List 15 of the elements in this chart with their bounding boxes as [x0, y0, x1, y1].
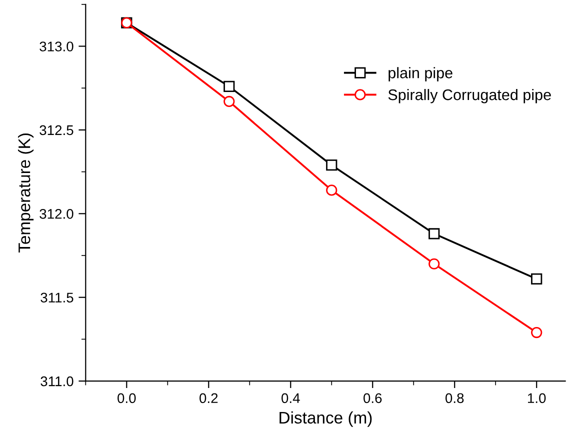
legend-label: Spirally Corrugated pipe [388, 88, 551, 104]
y-tick-label: 313.0 [40, 42, 74, 52]
x-tick-label: 0.6 [364, 393, 382, 404]
x-tick-label: 0.2 [200, 393, 218, 404]
y-tick-label: 312.0 [40, 208, 74, 219]
x-tick-label: 0.8 [445, 393, 464, 404]
x-tick-label: 0.4 [282, 393, 300, 404]
y-tick-label: 311.5 [40, 292, 74, 303]
x-tick-label: 0.0 [118, 393, 136, 404]
y-tick-label: 312.5 [40, 125, 74, 136]
legend-label: plain pipe [388, 67, 452, 82]
y-tick-label: 311.0 [40, 376, 74, 386]
x-tick-label: 1.0 [528, 393, 546, 404]
x-axis-title: Distance (m) [280, 411, 372, 427]
y-axis-title: Temperature (K) [18, 134, 34, 253]
